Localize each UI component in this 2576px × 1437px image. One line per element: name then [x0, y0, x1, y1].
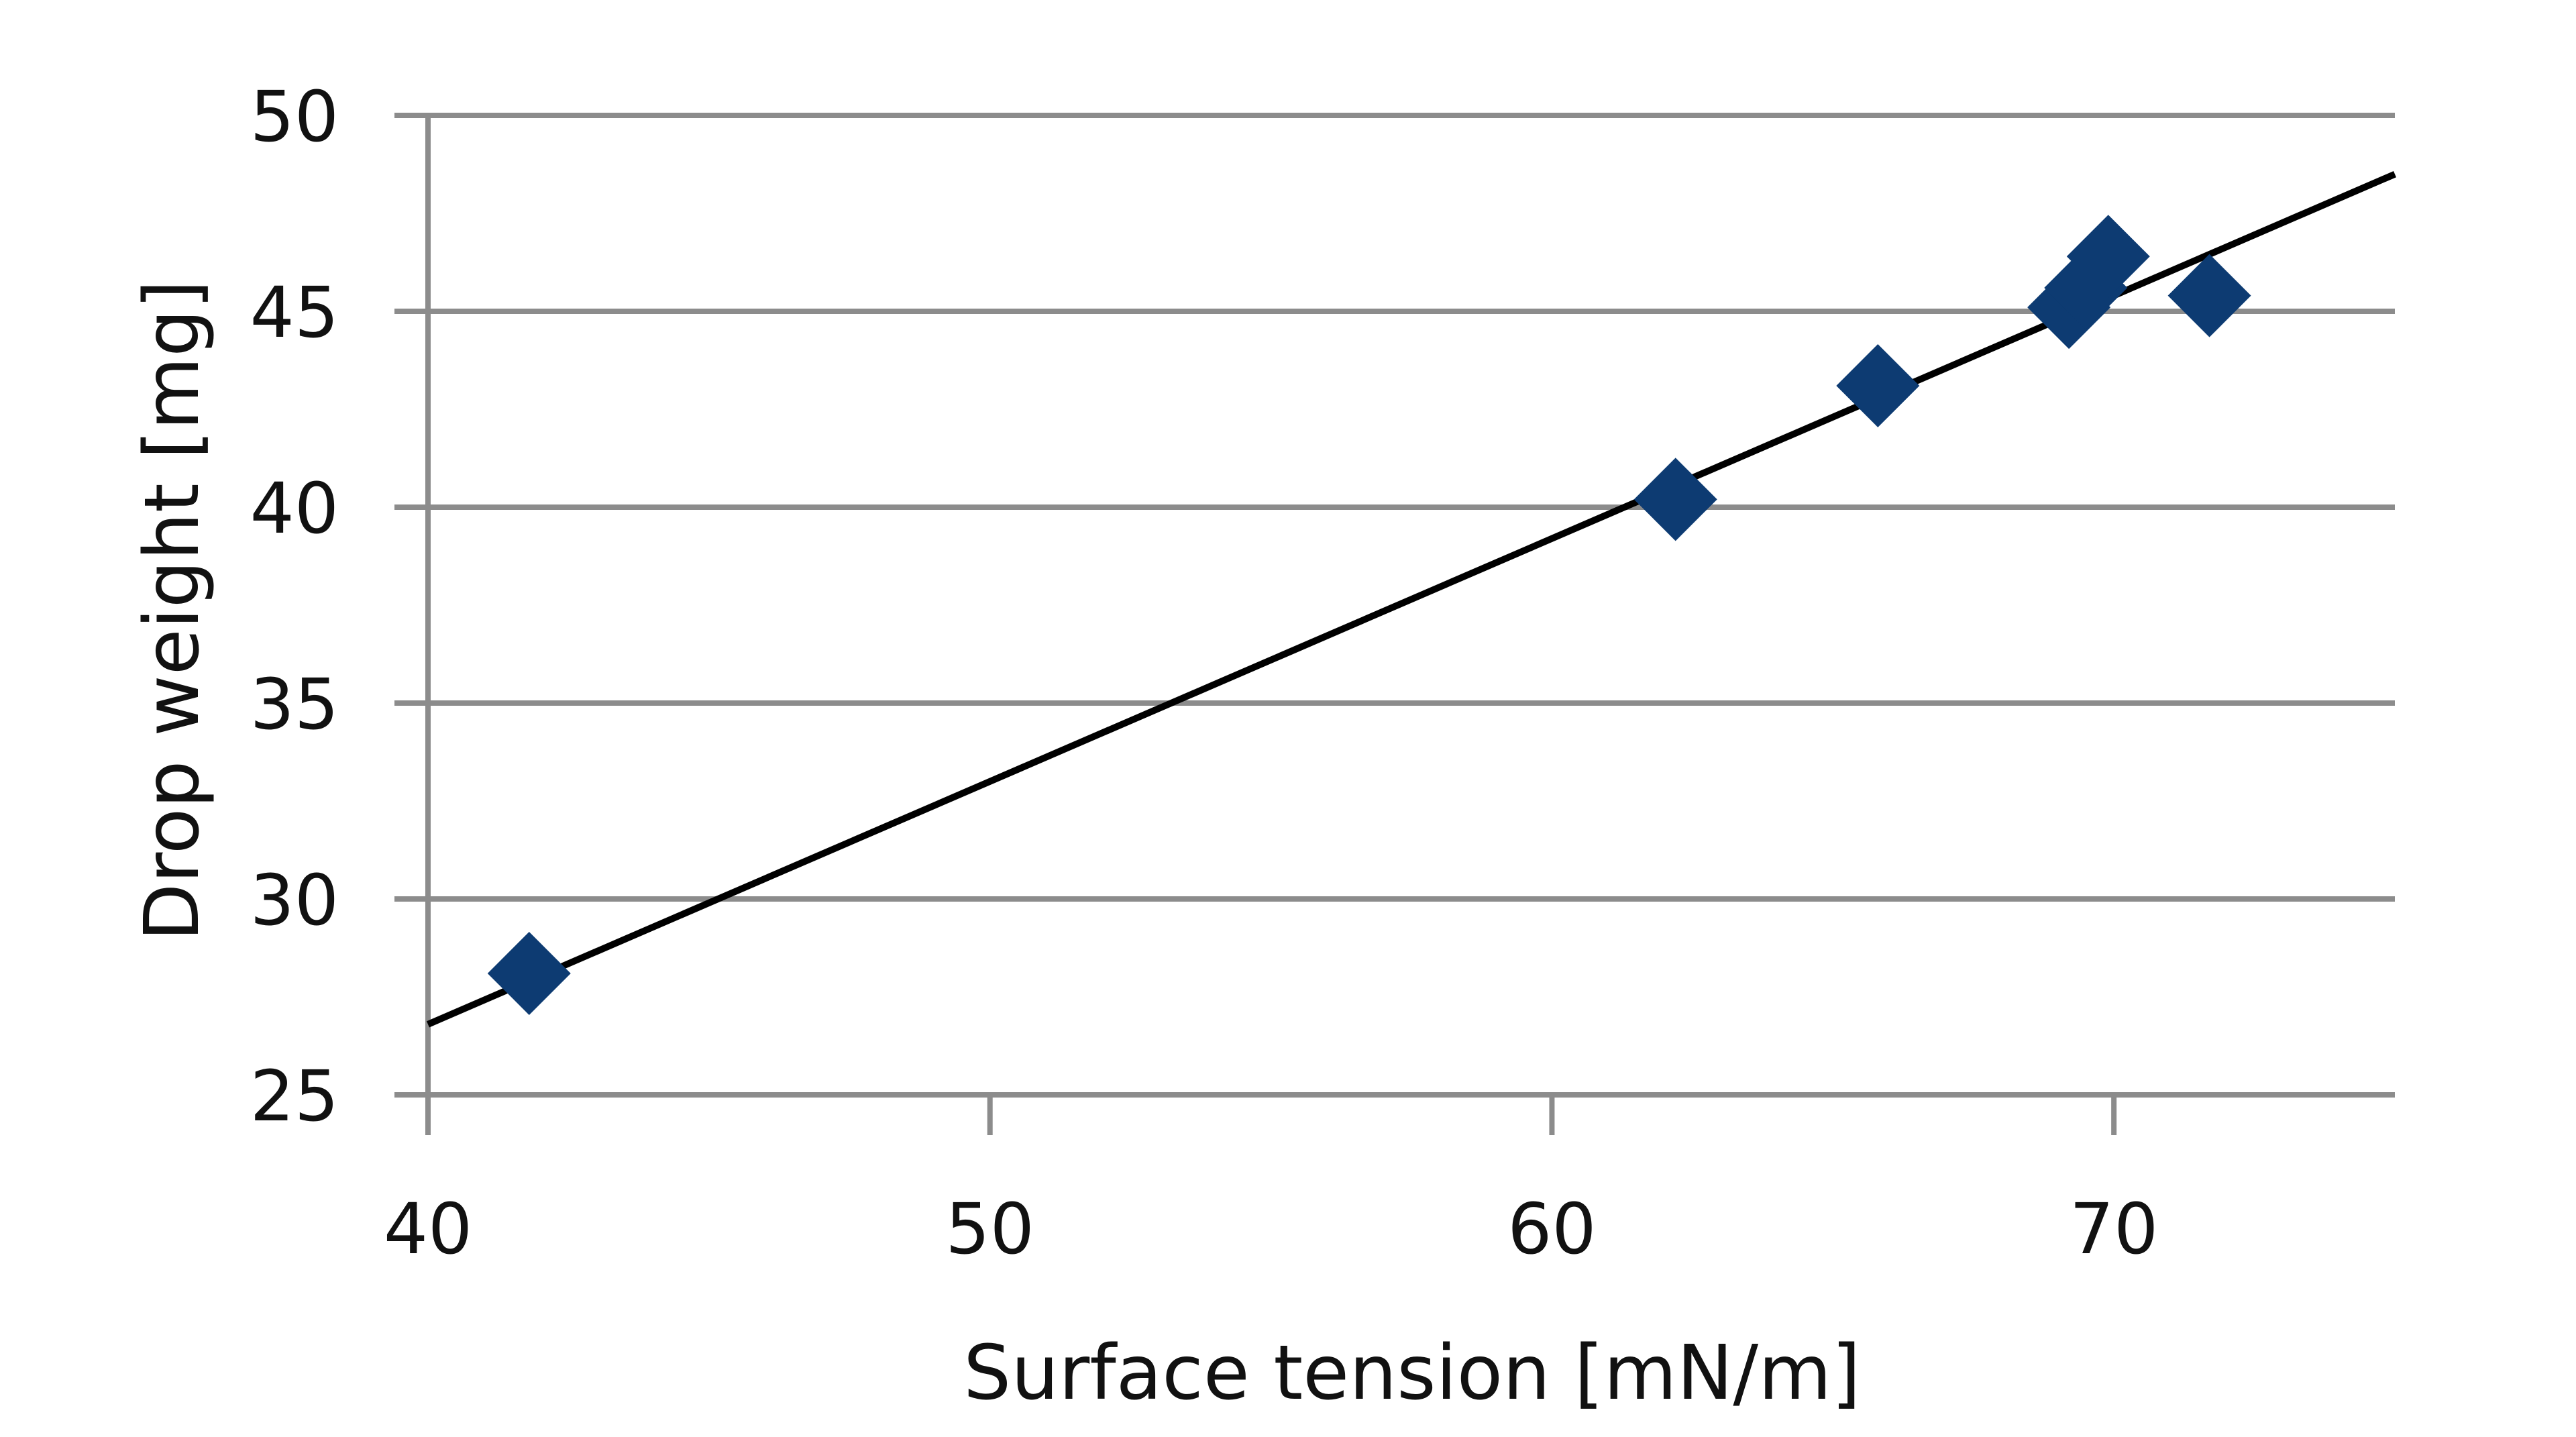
- x-tick-label-40: 40: [384, 1188, 472, 1270]
- x-tick-label-70: 70: [2070, 1188, 2158, 1270]
- x-tick-label-50: 50: [946, 1188, 1034, 1270]
- y-tick-label-35: 35: [250, 663, 339, 745]
- axes: [425, 115, 2117, 1135]
- x-tick-label-60: 60: [1507, 1188, 1596, 1270]
- data-point-0-2: [1836, 343, 1920, 427]
- gridlines: [394, 113, 2395, 1098]
- y-axis-title: Drop weight [mg]: [129, 280, 216, 941]
- y-tick-label-25: 25: [250, 1055, 339, 1137]
- data-point-0-1: [1633, 458, 1717, 541]
- y-tick-label-45: 45: [250, 272, 339, 354]
- data-point-0-6: [2167, 254, 2251, 337]
- y-tick-label-40: 40: [250, 468, 339, 549]
- data-point-0-5: [2066, 215, 2150, 299]
- x-axis-title: Surface tension [mN/m]: [963, 1330, 1861, 1417]
- y-tick-label-50: 50: [250, 76, 339, 158]
- data-points: [487, 215, 2251, 1015]
- y-tick-label-30: 30: [250, 859, 339, 941]
- data-point-0-0: [487, 931, 571, 1015]
- tick-labels: 25 30 35 40 45 50 40 50 60 70: [250, 76, 2159, 1270]
